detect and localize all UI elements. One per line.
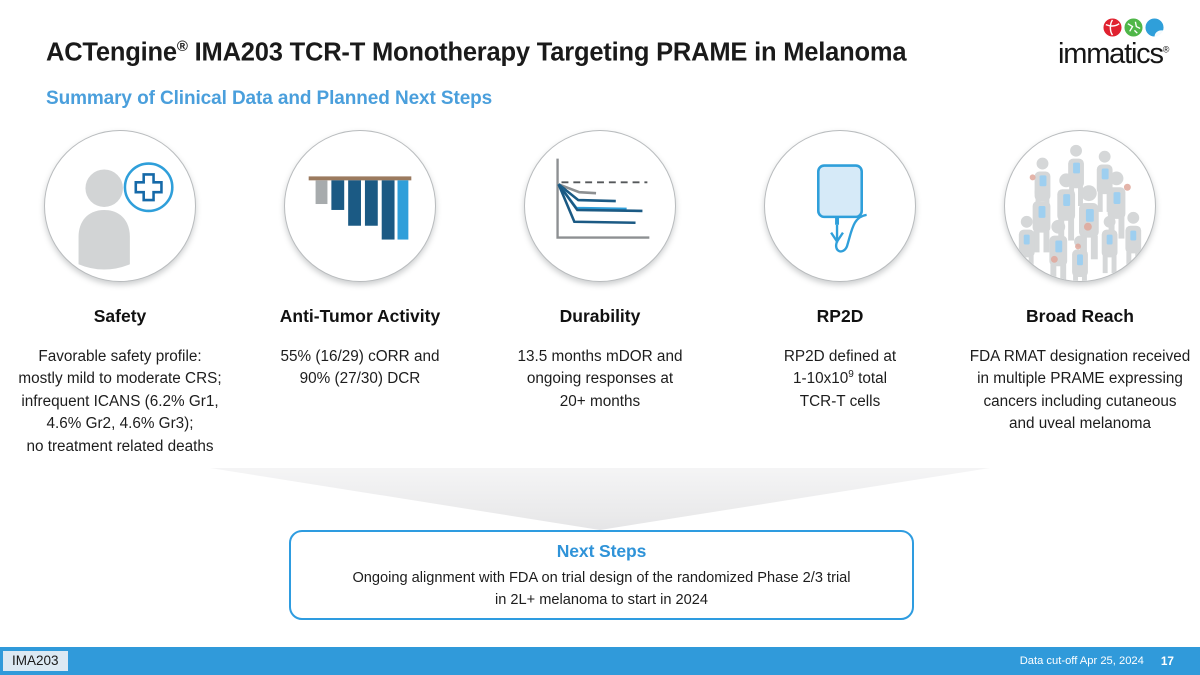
column-body: FDA RMAT designation received in multipl… — [969, 348, 1191, 433]
column-heading: Durability — [559, 306, 641, 326]
footer-right: Data cut-off Apr 25, 2024 17 — [1020, 654, 1174, 668]
next-steps-title: Next Steps — [556, 541, 647, 561]
page-title: ACTengine® IMA203 TCR-T Monotherapy Targ… — [46, 38, 907, 68]
column-anti-tumor-activity: Anti-Tumor Activity 55% (16/29) cORR and… — [240, 130, 480, 458]
icon-circle-safety — [44, 130, 196, 282]
column-rp2d: RP2D RP2D defined at 1-10x109 total TCR-T … — [720, 130, 960, 458]
column-body: 55% (16/29) cORR and 90% (27/30) DCR — [280, 348, 440, 388]
column-body: 13.5 months mDOR and ongoing responses a… — [517, 348, 683, 410]
column-heading: Broad Reach — [1026, 306, 1134, 326]
logo-registered-symbol: ® — [1162, 44, 1170, 55]
duration-of-response-chart-icon — [556, 158, 650, 239]
program-chip: IMA203 — [3, 651, 68, 671]
downward-chevron-graphic — [210, 468, 990, 530]
rp2d-line1: RP2D defined at — [783, 348, 897, 365]
patient-population-crowd-icon — [1018, 144, 1142, 281]
icon-circle-broad-reach — [1004, 130, 1156, 282]
next-steps-text: Ongoing alignment with FDA on trial desi… — [352, 570, 851, 608]
icon-circle-anti-tumor-activity — [284, 130, 436, 282]
data-cutoff-label: Data cut-off Apr 25, 2024 — [1019, 655, 1144, 667]
logo-wordmark: immatics® — [1058, 40, 1178, 69]
column-broad-reach: Broad Reach FDA RMAT designation receive… — [960, 130, 1200, 458]
column-heading: RP2D — [816, 306, 864, 326]
column-durability: Durability 13.5 months mDOR and ongoing … — [480, 130, 720, 458]
rp2d-line2-post: total — [853, 370, 887, 388]
icon-circle-durability — [524, 130, 676, 282]
patient-safety-icon — [78, 162, 174, 270]
icon-circle-rp2d — [764, 130, 916, 282]
column-heading: Safety — [93, 306, 147, 326]
iv-infusion-bag-icon — [817, 164, 867, 253]
page-subtitle: Summary of Clinical Data and Planned Nex… — [46, 88, 493, 109]
column-body: RP2D defined at 1-10x109 total TCR-T cells — [784, 346, 896, 414]
rp2d-line3: TCR-T cells — [799, 393, 881, 411]
page-number: 17 — [1160, 654, 1174, 668]
logo-wordmark-text: immatics — [1058, 38, 1164, 70]
column-heading: Anti-Tumor Activity — [279, 306, 441, 326]
immatics-logo: immatics® — [1058, 18, 1178, 80]
summary-columns: Safety Favorable safety profile: mostly … — [0, 130, 1200, 458]
column-body: Favorable safety profile: mostly mild to… — [18, 348, 222, 455]
column-safety: Safety Favorable safety profile: mostly … — [0, 130, 240, 458]
page-title-rest: IMA203 TCR-T Monotherapy Targeting PRAME… — [187, 38, 907, 67]
rp2d-exponent: 9 — [848, 369, 854, 381]
footer-bar: IMA203 Data cut-off Apr 25, 2024 17 — [0, 647, 1200, 675]
logo-dot-green — [1124, 18, 1143, 37]
logo-dot-blue — [1145, 18, 1164, 37]
page-title-main: ACTengine — [46, 38, 177, 67]
waterfall-chart-icon — [308, 176, 412, 240]
registered-trademark-symbol: ® — [176, 38, 188, 55]
rp2d-line2-pre: 1-10x10 — [792, 370, 849, 388]
logo-dot-red — [1103, 18, 1122, 37]
next-steps-box: Next Steps Ongoing alignment with FDA on… — [289, 530, 914, 620]
logo-dots — [1103, 18, 1164, 37]
